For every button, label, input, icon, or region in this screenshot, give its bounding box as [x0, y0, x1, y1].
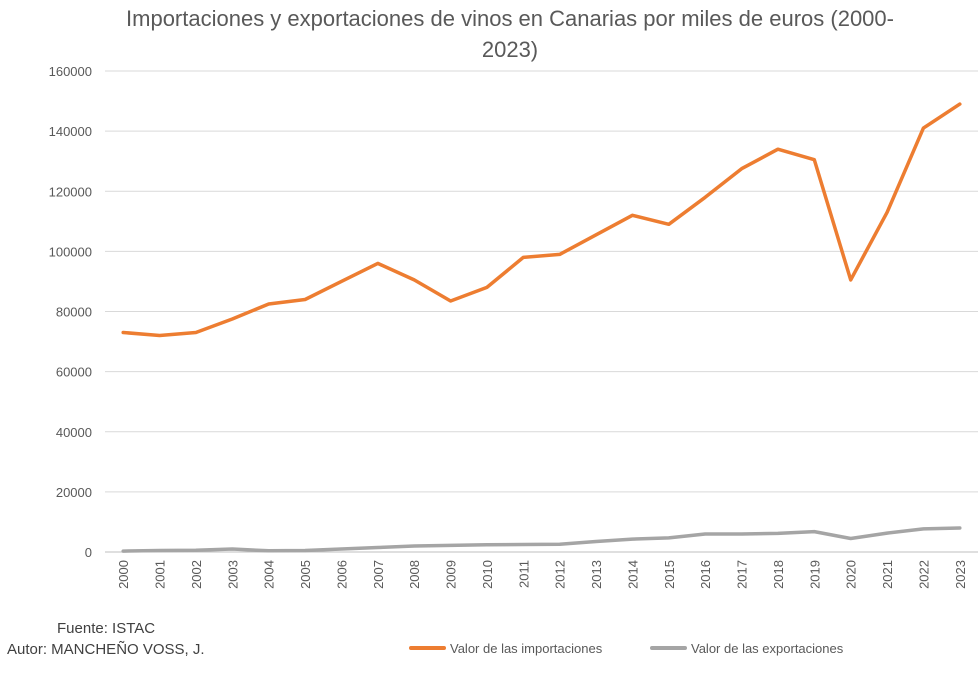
x-tick-label-2023: 2023 — [953, 560, 968, 589]
y-tick-label-160000: 160000 — [49, 64, 92, 79]
x-tick-label-2022: 2022 — [916, 560, 931, 589]
x-tick-label-2009: 2009 — [444, 560, 459, 589]
x-tick-label-2017: 2017 — [735, 560, 750, 589]
x-tick-label-2011: 2011 — [516, 560, 531, 588]
x-tick-label-2008: 2008 — [407, 560, 422, 589]
x-tick-label-2002: 2002 — [189, 560, 204, 589]
x-tick-label-2001: 2001 — [153, 560, 168, 589]
x-tick-label-2013: 2013 — [589, 560, 604, 589]
x-tick-label-2020: 2020 — [844, 560, 859, 589]
x-tick-label-2014: 2014 — [625, 560, 640, 589]
y-tick-label-0: 0 — [85, 545, 92, 560]
legend-label-importaciones: Valor de las importaciones — [450, 641, 603, 656]
legend-label-exportaciones: Valor de las exportaciones — [691, 641, 844, 656]
x-tick-label-2021: 2021 — [880, 560, 895, 589]
y-tick-label-120000: 120000 — [49, 184, 92, 199]
gridlines — [105, 71, 978, 552]
series-lines — [123, 104, 960, 551]
x-tick-label-2019: 2019 — [807, 560, 822, 589]
source-note: Fuente: ISTAC — [57, 620, 155, 637]
x-axis-ticks: 2000 2001 2002 2003 2004 2005 2006 2007 2008 2009… — [116, 560, 968, 589]
y-tick-label-20000: 20000 — [56, 485, 92, 500]
y-tick-label-40000: 40000 — [56, 425, 92, 440]
y-axis-ticks: 0 20000 40000 60000 80000 100000 120000 140000 1… — [49, 64, 92, 560]
series-line-importaciones — [123, 104, 960, 335]
x-tick-label-2003: 2003 — [225, 560, 240, 589]
chart-title-line-2: 2023) — [482, 37, 538, 62]
x-tick-label-2004: 2004 — [262, 560, 277, 589]
y-tick-label-80000: 80000 — [56, 305, 92, 320]
legend: Valor de las importaciones Valor de las … — [411, 641, 844, 656]
y-tick-label-60000: 60000 — [56, 365, 92, 380]
x-tick-label-2018: 2018 — [771, 560, 786, 589]
x-tick-label-2005: 2005 — [298, 560, 313, 589]
x-tick-label-2010: 2010 — [480, 560, 495, 589]
x-tick-label-2016: 2016 — [698, 560, 713, 589]
y-tick-label-140000: 140000 — [49, 124, 92, 139]
author-note: Autor: MANCHEÑO VOSS, J. — [7, 641, 205, 658]
x-tick-label-2007: 2007 — [371, 560, 386, 589]
x-tick-label-2006: 2006 — [334, 560, 349, 589]
x-tick-label-2000: 2000 — [116, 560, 131, 589]
y-tick-label-100000: 100000 — [49, 244, 92, 259]
x-tick-label-2015: 2015 — [662, 560, 677, 589]
x-tick-label-2012: 2012 — [553, 560, 568, 589]
series-line-exportaciones — [123, 528, 960, 551]
chart-title-line-1: Importaciones y exportaciones de vinos e… — [126, 6, 894, 31]
